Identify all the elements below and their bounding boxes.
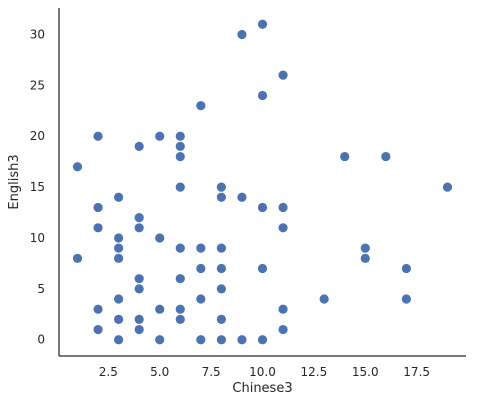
scatter-point bbox=[278, 324, 288, 335]
scatter-point bbox=[442, 182, 453, 192]
x-tick-label: 5.0 bbox=[150, 365, 169, 379]
scatter-point bbox=[196, 101, 206, 111]
scatter-point bbox=[257, 202, 268, 213]
x-tick-label: 2.5 bbox=[99, 365, 118, 379]
scatter-point bbox=[134, 141, 144, 151]
scatter-point bbox=[175, 151, 185, 162]
x-tick-label: 15.0 bbox=[352, 365, 379, 379]
scatter-point bbox=[237, 192, 247, 202]
scatter-point bbox=[155, 233, 165, 243]
y-tick-label: 20 bbox=[30, 129, 45, 143]
y-tick-label: 10 bbox=[30, 231, 45, 245]
scatter-point bbox=[381, 151, 391, 162]
scatter-point bbox=[175, 314, 185, 324]
scatter-point bbox=[278, 304, 288, 314]
points-layer bbox=[72, 19, 453, 345]
ticks-layer: 2.5 5.0 7.5 10.0 12.5 15.0 17.5 0 5 10 15 20 25 30 bbox=[30, 27, 430, 379]
scatter-point bbox=[175, 131, 185, 141]
scatter-point bbox=[216, 335, 226, 345]
scatter-point bbox=[134, 274, 144, 284]
scatter-point bbox=[216, 263, 226, 274]
scatter-point bbox=[93, 131, 103, 141]
scatter-point bbox=[237, 29, 247, 40]
scatter-point bbox=[278, 202, 288, 213]
scatter-point bbox=[175, 141, 185, 151]
scatter-point bbox=[257, 263, 268, 274]
scatter-point bbox=[114, 233, 124, 243]
scatter-point bbox=[360, 243, 370, 253]
x-tick-label: 12.5 bbox=[301, 365, 328, 379]
scatter-point bbox=[257, 19, 268, 29]
scatter-point bbox=[134, 223, 144, 233]
y-tick-label: 0 bbox=[37, 333, 45, 347]
scatter-point bbox=[155, 304, 165, 314]
scatter-point bbox=[175, 304, 185, 314]
y-tick-label: 5 bbox=[37, 282, 45, 296]
scatter-point bbox=[401, 263, 411, 274]
scatter-point bbox=[196, 263, 206, 274]
scatter-point bbox=[401, 294, 411, 304]
scatter-point bbox=[114, 243, 124, 253]
scatter-point bbox=[93, 223, 103, 233]
scatter-point bbox=[216, 182, 226, 192]
scatter-point bbox=[340, 151, 350, 162]
scatter-point bbox=[72, 162, 83, 172]
scatter-point bbox=[196, 294, 206, 304]
scatter-point bbox=[114, 192, 124, 202]
scatter-point bbox=[257, 335, 268, 345]
x-tick-label: 10.0 bbox=[249, 365, 276, 379]
x-tick-label: 7.5 bbox=[202, 365, 221, 379]
scatter-point bbox=[114, 335, 124, 345]
scatter-point bbox=[175, 243, 185, 253]
scatter-point bbox=[319, 294, 329, 304]
scatter-point bbox=[134, 284, 144, 294]
scatter-point bbox=[278, 223, 288, 233]
scatter-point bbox=[93, 304, 103, 314]
scatter-point bbox=[216, 284, 226, 294]
scatter-point bbox=[175, 274, 185, 284]
scatter-point bbox=[114, 294, 124, 304]
scatter-point bbox=[196, 243, 206, 253]
scatter-point bbox=[134, 314, 144, 324]
scatter-point bbox=[257, 90, 268, 101]
scatter-point bbox=[72, 253, 83, 263]
scatter-point bbox=[237, 335, 247, 345]
scatter-point bbox=[134, 213, 144, 223]
y-tick-label: 30 bbox=[30, 27, 45, 41]
scatter-point bbox=[196, 335, 206, 345]
scatter-point bbox=[114, 253, 124, 263]
scatter-point bbox=[155, 131, 165, 141]
scatter-point bbox=[155, 335, 165, 345]
y-tick-label: 15 bbox=[30, 180, 45, 194]
y-tick-label: 25 bbox=[30, 78, 45, 92]
x-axis-label: Chinese3 bbox=[232, 381, 292, 396]
scatter-point bbox=[175, 182, 185, 192]
scatter-point bbox=[278, 70, 288, 80]
scatter-point bbox=[114, 314, 124, 324]
scatter-point bbox=[93, 202, 103, 213]
y-axis-label: English3 bbox=[7, 154, 22, 209]
scatter-point bbox=[93, 324, 103, 335]
scatter-point bbox=[134, 324, 144, 335]
scatter-point bbox=[360, 253, 370, 263]
x-tick-label: 17.5 bbox=[403, 365, 430, 379]
scatter-point bbox=[216, 314, 226, 324]
scatter-point bbox=[216, 192, 226, 202]
scatter-point bbox=[216, 243, 226, 253]
